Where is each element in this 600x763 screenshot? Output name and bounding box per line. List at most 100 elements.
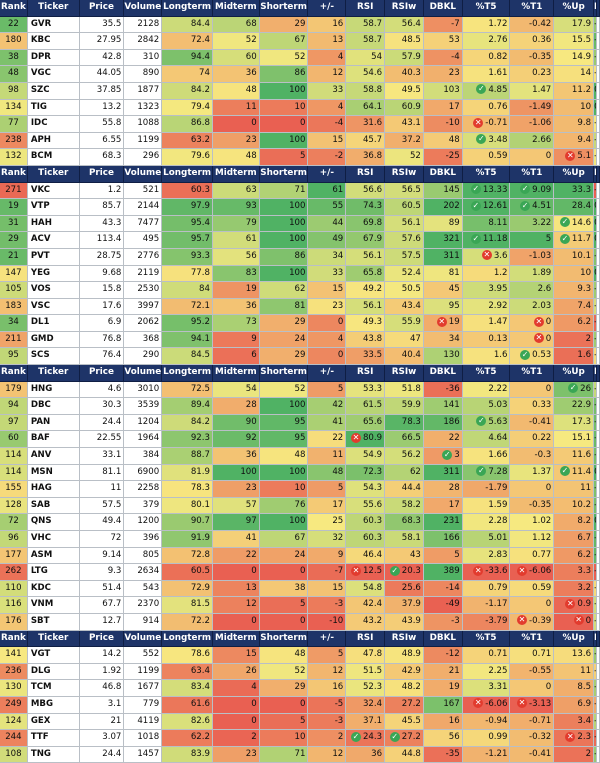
cell-ticker[interactable]: SCS [27,348,80,366]
column-header-price[interactable]: Price [79,365,125,382]
cell-ticker[interactable]: VHC [27,531,80,548]
cell-ticker[interactable]: GEX [27,713,80,731]
table-row[interactable]: 128 SAB 57.5 379 80.1 57 76 17 55.6 58.2 17 1.59 -0.… [0,497,600,515]
table-row[interactable]: 34 DL1 6.9 2062 95.2 73 29 0 49.3 55.9 ✕ 19 1.47 ✕ 0 6.… [0,315,600,332]
column-header-midterm[interactable]: Midterm [212,165,260,183]
column-header-change[interactable]: +/- [308,365,347,382]
table-row[interactable]: 114 ANV 33.1 384 88.7 36 48 11 54.9 56.2 ✓ 3 1.66 -0.… [0,448,600,465]
table-row[interactable]: 94 DBC 30.3 3539 89.4 28 100 42 61.5 59.9 141 5.03 0… [0,398,600,415]
column-header-rsi[interactable]: RSI [346,365,386,382]
table-row[interactable]: 21 PVT 28.75 2776 93.3 56 86 34 56.1 57.5 311 ✕ 3.6-… [0,248,600,266]
table-row[interactable]: 72 QNS 49.4 1200 90.7 97 100 25 60.3 68.3 231 2.28 1… [0,514,600,531]
cell-ticker[interactable]: SAB [27,497,80,515]
table-row[interactable]: 31 HAH 43.3 7477 95.4 79 100 44 69.8 56.1 89 8.11 3.… [0,215,600,233]
column-header-mdf[interactable]: MDF [594,165,598,183]
column-header-rsi[interactable]: RSI [346,165,386,183]
table-row[interactable]: 114 MSN 81.1 6900 81.9 100 100 48 72.3 62 311 ✓ 7.28… [0,464,600,482]
cell-ticker[interactable]: YEG [27,265,80,283]
column-header-rsiw[interactable]: RSIw [385,630,424,648]
column-header-volume[interactable]: Volume [124,630,163,648]
table-row[interactable]: 147 YEG 9.68 2119 77.8 83 100 33 65.8 52.4 81 1.2 1.… [0,265,600,283]
column-header-shorterm[interactable]: Shorterm [259,0,309,17]
cell-ticker[interactable]: TIG [27,99,80,117]
table-row[interactable]: 110 KDC 51.4 543 72.9 13 38 15 54.8 25.6 -14 0.79 0.… [0,580,600,598]
cell-ticker[interactable]: VKC [27,182,80,200]
column-header-price[interactable]: Price [79,165,125,183]
column-header-rank[interactable]: Rank [0,365,28,382]
table-row[interactable]: 22 GVR 35.5 2128 84.4 68 29 16 58.7 56.4 -7 1.72 -0.… [0,16,600,34]
column-header-ticker[interactable]: Ticker [27,365,80,382]
table-row[interactable]: 98 SZC 37.85 1877 84.2 48 100 33 58.8 49.5 103 ✓ 4.8… [0,82,600,100]
column-header-dbkl[interactable]: DBKL [423,0,463,17]
column-header-ticker[interactable]: Ticker [27,0,80,17]
column-header-price[interactable]: Price [79,0,125,17]
cell-ticker[interactable]: KDC [27,580,80,598]
column-header-price[interactable]: Price [79,630,125,648]
column-header-midterm[interactable]: Midterm [212,0,260,17]
cell-ticker[interactable]: SZC [27,82,80,100]
column-header-change[interactable]: +/- [308,165,347,183]
column-header-longterm[interactable]: Longterm [162,365,213,382]
cell-ticker[interactable]: VTP [27,199,80,216]
column-header-rank[interactable]: Rank [0,630,28,648]
column-header-longterm[interactable]: Longterm [162,630,213,648]
table-row[interactable]: 29 ACV 113.4 495 95.7 61 100 49 67.9 57.6 321 ✓ 11.1… [0,232,600,249]
table-row[interactable]: 108 TNG 24.4 1457 83.9 23 71 12 36 44.8 -35 -1.21 -0… [0,746,600,763]
table-row[interactable]: 180 KBC 27.95 2842 72.4 52 67 13 58.7 48.5 53 2.76 0… [0,33,600,50]
column-header-pct-up[interactable]: %Up [554,630,595,648]
column-header-shorterm[interactable]: Shorterm [259,630,309,648]
column-header-rsiw[interactable]: RSIw [385,0,424,17]
table-row[interactable]: 177 ASM 9.14 805 72.8 22 24 9 46.4 43 5 2.83 0.77 6.2… [0,547,600,565]
cell-ticker[interactable]: PVT [27,248,80,266]
table-row[interactable]: 155 HAG 11 2258 78.3 23 10 5 54.3 44.4 28 -1.79 0 11-… [0,481,600,498]
column-header-pct-t1[interactable]: %T1 [510,0,555,17]
table-row[interactable]: 77 IDC 55.8 1088 86.8 0 0 -4 31.6 43.1 -10 ✕ -0.71 -1… [0,116,600,133]
column-header-dbkl[interactable]: DBKL [423,630,463,648]
column-header-volume[interactable]: Volume [124,0,163,17]
column-header-midterm[interactable]: Midterm [212,630,260,648]
table-row[interactable]: 183 VSC 17.6 3997 72.1 36 81 23 56.1 43.4 95 2.92 2.… [0,298,600,316]
cell-ticker[interactable]: ANV [27,448,80,465]
cell-ticker[interactable]: TNG [27,746,80,763]
table-row[interactable]: 38 DPR 42.8 310 94.4 60 52 4 54 57.9 -4 0.82 -0.35 14… [0,49,600,67]
column-header-mdf[interactable]: MDF [594,365,598,382]
column-header-pct-t5[interactable]: %T5 [462,0,511,17]
cell-ticker[interactable]: HAG [27,481,80,498]
cell-ticker[interactable]: HAH [27,215,80,233]
column-header-shorterm[interactable]: Shorterm [259,165,309,183]
column-header-shorterm[interactable]: Shorterm [259,365,309,382]
column-header-pct-t1[interactable]: %T1 [510,630,555,648]
cell-ticker[interactable]: BCM [27,149,80,166]
column-header-change[interactable]: +/- [308,630,347,648]
column-header-pct-t5[interactable]: %T5 [462,365,511,382]
cell-ticker[interactable]: SBT [27,613,80,631]
column-header-longterm[interactable]: Longterm [162,0,213,17]
cell-ticker[interactable]: IDC [27,116,80,133]
table-row[interactable]: 105 VOS 15.8 2530 84 19 62 15 49.2 50.5 45 3.95 2.6 9… [0,282,600,299]
table-row[interactable]: 48 VGC 44.05 890 74 36 86 12 54.6 40.3 23 1.61 0.23 1… [0,66,600,83]
table-row[interactable]: 97 PAN 24.4 1204 84.2 90 95 41 65.6 78.3 186 ✓ 5.63-… [0,414,600,432]
column-header-rsi[interactable]: RSI [346,630,386,648]
column-header-pct-t5[interactable]: %T5 [462,630,511,648]
column-header-change[interactable]: +/- [308,0,347,17]
table-row[interactable]: 244 TTF 3.07 1018 62.2 2 10 2 ✓ 24.3 ✓ 27.2 56 0.99 -0… [0,730,600,747]
column-header-pct-up[interactable]: %Up [554,165,595,183]
column-header-pct-up[interactable]: %Up [554,365,595,382]
column-header-rank[interactable]: Rank [0,0,28,17]
table-row[interactable]: 271 VKC 1.2 521 60.3 63 71 61 56.6 56.5 145 ✓ 13.33 ✓… [0,182,600,200]
cell-ticker[interactable]: DBC [27,398,80,415]
table-row[interactable]: 236 DLG 1.92 1199 63.4 26 52 12 51.5 42.9 21 2.25 -0… [0,663,600,681]
column-header-rsiw[interactable]: RSIw [385,365,424,382]
table-row[interactable]: 60 BAF 22.55 1964 92.3 92 95 22 ✕ 80.9 66.5 22 4.64 0… [0,431,600,449]
column-header-volume[interactable]: Volume [124,365,163,382]
column-header-longterm[interactable]: Longterm [162,165,213,183]
column-header-pct-up[interactable]: %Up [554,0,595,17]
table-row[interactable]: 19 VTP 85.7 2144 97.9 93 100 55 74.3 60.5 202 ✓ 12.6… [0,199,600,216]
column-header-ticker[interactable]: Ticker [27,630,80,648]
table-row[interactable]: 130 TCM 46.8 1677 83.4 4 29 16 52.3 48.2 19 3.31 0 8.… [0,680,600,697]
column-header-rank[interactable]: Rank [0,165,28,183]
table-row[interactable]: 176 SBT 12.7 914 72.2 0 0 -10 43.2 43.9 -3 -3.79 ✕ -0… [0,613,600,631]
cell-ticker[interactable]: PAN [27,414,80,432]
cell-ticker[interactable]: TTF [27,730,80,747]
column-header-mdf[interactable]: MDF [594,0,598,17]
